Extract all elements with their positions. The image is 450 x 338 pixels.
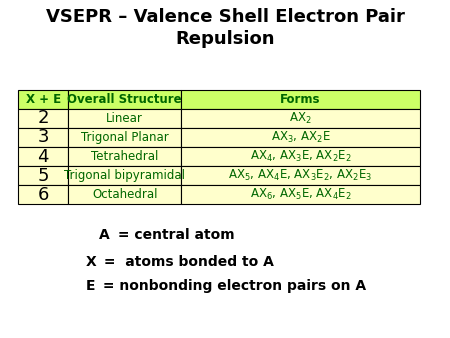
Text: VSEPR – Valence Shell Electron Pair
Repulsion: VSEPR – Valence Shell Electron Pair Repu… [45, 8, 405, 48]
Bar [68, 147, 181, 166]
Text: Forms: Forms [280, 93, 321, 106]
Text: AX$_3$, AX$_2$E: AX$_3$, AX$_2$E [270, 130, 330, 145]
Text: Trigonal Planar: Trigonal Planar [81, 131, 169, 144]
Text: 3: 3 [37, 128, 49, 146]
Text: Octahedral: Octahedral [92, 188, 158, 201]
Bar [68, 90, 181, 109]
Bar [181, 166, 420, 185]
Bar [18, 185, 68, 204]
Text: 4: 4 [37, 148, 49, 166]
Text: AX$_4$, AX$_3$E, AX$_2$E$_2$: AX$_4$, AX$_3$E, AX$_2$E$_2$ [250, 149, 351, 164]
Text: AX$_2$: AX$_2$ [289, 111, 312, 126]
Bar [181, 109, 420, 128]
Text: Tetrahedral: Tetrahedral [91, 150, 158, 163]
Text: 6: 6 [37, 186, 49, 204]
Text: X: X [86, 255, 96, 269]
Text: =  atoms bonded to A: = atoms bonded to A [99, 255, 274, 269]
Text: A: A [99, 228, 110, 242]
Text: X + E: X + E [26, 93, 61, 106]
Text: 2: 2 [37, 109, 49, 127]
Bar [181, 185, 420, 204]
Bar [18, 166, 68, 185]
Bar [18, 109, 68, 128]
Text: 5: 5 [37, 167, 49, 185]
Bar [18, 147, 68, 166]
Text: Linear: Linear [106, 112, 143, 125]
Text: = central atom: = central atom [113, 228, 234, 242]
Text: = nonbonding electron pairs on A: = nonbonding electron pairs on A [98, 279, 366, 293]
Bar [18, 128, 68, 147]
Bar [181, 147, 420, 166]
Bar [181, 90, 420, 109]
Bar [68, 128, 181, 147]
Text: Overall Structure: Overall Structure [68, 93, 182, 106]
Bar [68, 109, 181, 128]
Bar [181, 128, 420, 147]
Text: E: E [86, 279, 95, 293]
Bar [68, 166, 181, 185]
Text: AX$_6$, AX$_5$E, AX$_4$E$_2$: AX$_6$, AX$_5$E, AX$_4$E$_2$ [250, 187, 351, 202]
Bar [68, 185, 181, 204]
Bar [18, 90, 68, 109]
Text: Trigonal bipyramidal: Trigonal bipyramidal [64, 169, 185, 182]
Text: AX$_5$, AX$_4$E, AX$_3$E$_2$, AX$_2$E$_3$: AX$_5$, AX$_4$E, AX$_3$E$_2$, AX$_2$E$_3… [229, 168, 373, 183]
